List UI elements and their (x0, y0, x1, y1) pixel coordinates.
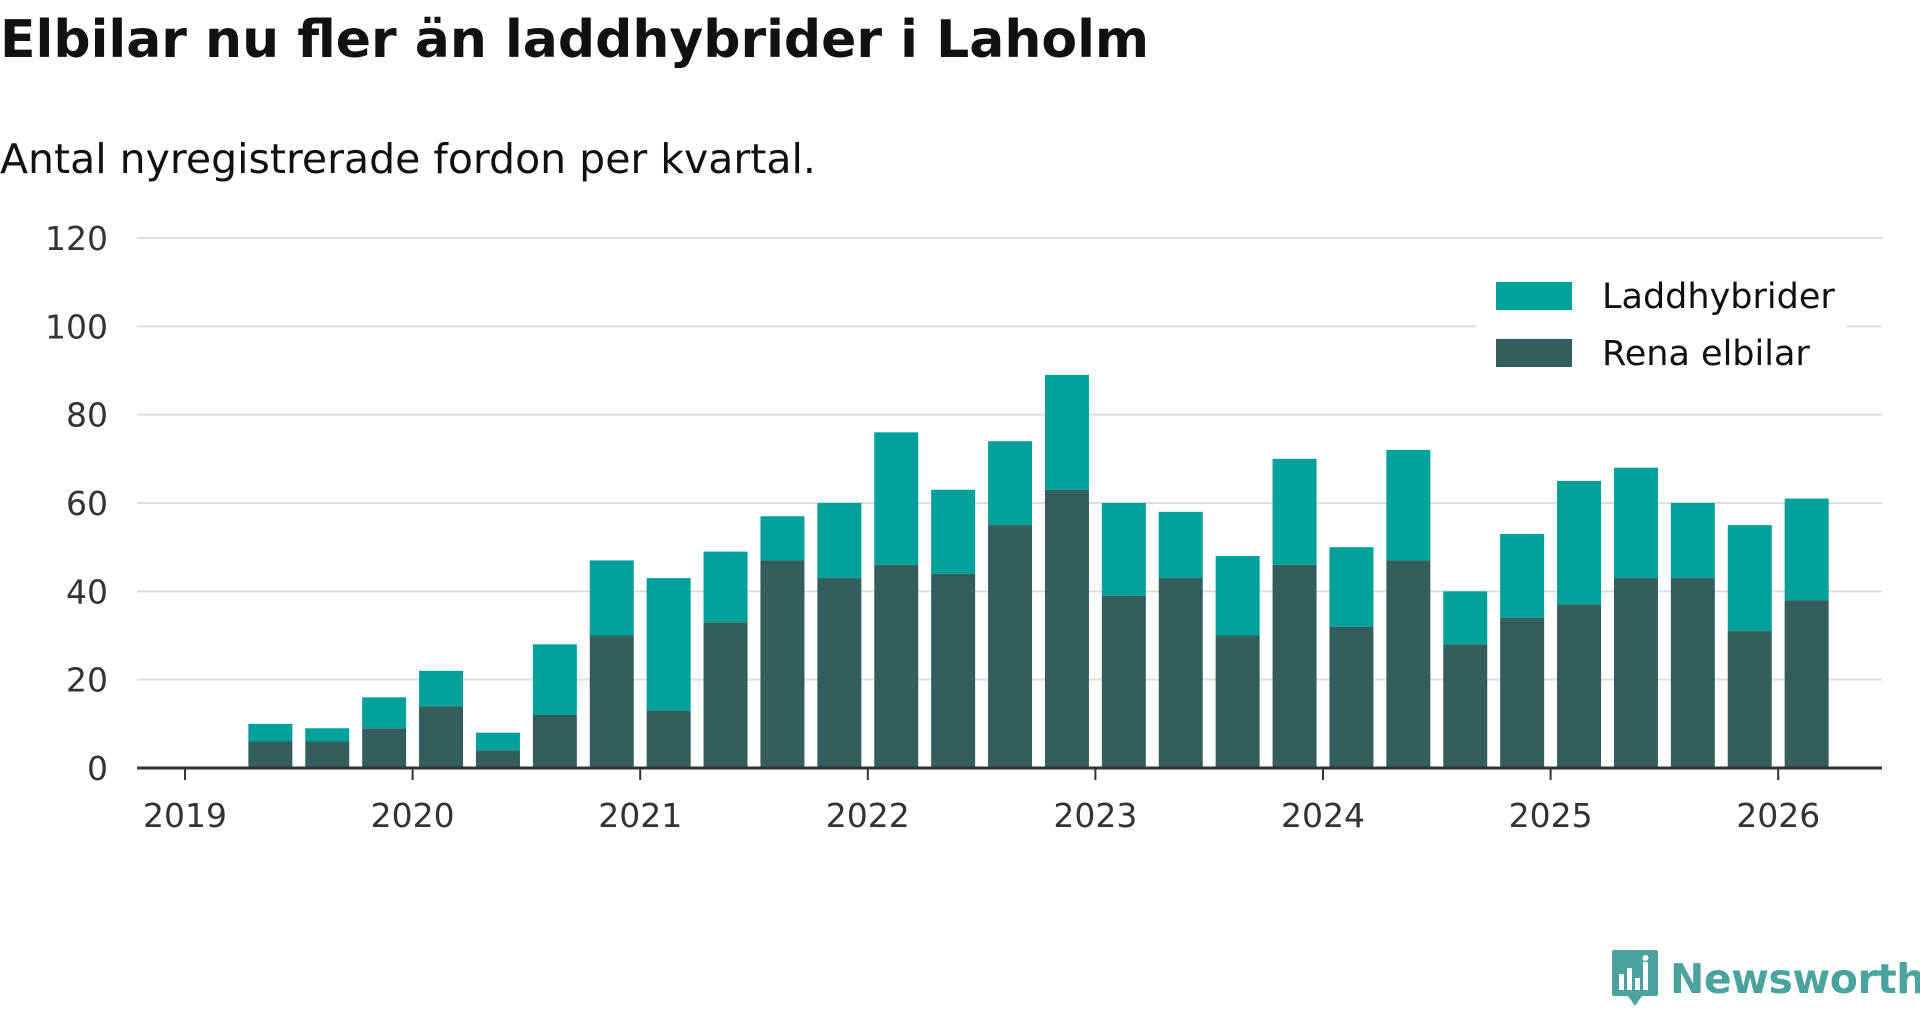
bar-laddhybrider (1670, 503, 1715, 579)
bar-laddhybrider (475, 732, 520, 751)
bar-rena-elbilar (1158, 578, 1203, 768)
y-tick-label: 60 (66, 484, 108, 523)
legend-swatch (1496, 282, 1572, 310)
legend-label: Rena elbilar (1602, 334, 1810, 374)
bar-laddhybrider (362, 697, 407, 729)
y-tick-label: 80 (66, 396, 108, 435)
x-tick-label: 2024 (1281, 796, 1365, 835)
bar-laddhybrider (1329, 547, 1374, 627)
bar-laddhybrider (305, 728, 350, 742)
legend-swatch (1496, 339, 1572, 367)
x-axis-ticks: 2019 2020 2021 2022 2023 2024 2025 2026 (143, 768, 1820, 835)
bar-laddhybrider (1784, 498, 1829, 601)
bars (248, 374, 1829, 768)
bar-laddhybrider (1215, 556, 1260, 636)
bar-rena-elbilar (305, 741, 350, 768)
bar-rena-elbilar (1613, 578, 1658, 768)
bar-rena-elbilar (1215, 635, 1260, 768)
x-tick-label: 2019 (143, 796, 227, 835)
bar-rena-elbilar (1101, 595, 1146, 768)
bar-rena-elbilar (1329, 626, 1374, 768)
x-tick-label: 2021 (598, 796, 682, 835)
x-tick-label: 2020 (371, 796, 455, 835)
x-tick-label: 2022 (826, 796, 910, 835)
x-tick-label: 2026 (1736, 796, 1820, 835)
bar-rena-elbilar (760, 560, 805, 768)
bar-laddhybrider (703, 551, 748, 623)
brand-logo: Newsworthy (1610, 948, 1920, 1010)
bar-rena-elbilar (1557, 604, 1602, 768)
chart-title: Elbilar nu fler än laddhybrider i Laholm (0, 10, 1150, 70)
y-tick-label: 20 (66, 661, 108, 700)
bar-laddhybrider (248, 723, 293, 742)
bar-laddhybrider (817, 503, 862, 579)
bar-laddhybrider (988, 441, 1033, 526)
newsworthy-logo-icon (1612, 950, 1658, 1006)
bar-rena-elbilar (589, 635, 634, 768)
y-axis-ticks: 0 20 40 60 80 100 120 (45, 219, 108, 788)
bar-laddhybrider (760, 516, 805, 561)
bar-laddhybrider (1044, 374, 1089, 490)
bar-rena-elbilar (703, 622, 748, 768)
y-tick-label: 120 (45, 219, 108, 258)
bar-rena-elbilar (1386, 560, 1431, 768)
bar-rena-elbilar (248, 741, 293, 768)
bar-rena-elbilar (1272, 564, 1317, 768)
bar-laddhybrider (646, 578, 691, 711)
y-tick-label: 100 (45, 307, 108, 346)
bar-laddhybrider (1727, 525, 1772, 632)
brand-name: Newsworthy (1670, 955, 1920, 1003)
bar-rena-elbilar (362, 728, 407, 768)
y-tick-label: 40 (66, 572, 108, 611)
bar-rena-elbilar (1443, 644, 1488, 768)
chart-subtitle: Antal nyregistrerade fordon per kvartal. (0, 135, 816, 183)
bar-laddhybrider (419, 670, 464, 707)
bar-laddhybrider (1158, 511, 1203, 579)
bar-rena-elbilar (1500, 617, 1545, 768)
bar-rena-elbilar (646, 710, 691, 768)
x-tick-label: 2025 (1509, 796, 1593, 835)
bar-laddhybrider (532, 644, 577, 715)
bar-rena-elbilar (817, 578, 862, 768)
bar-rena-elbilar (931, 573, 976, 768)
bar-laddhybrider (589, 560, 634, 636)
bar-rena-elbilar (532, 715, 577, 768)
y-tick-label: 0 (87, 749, 108, 788)
bar-laddhybrider (1613, 467, 1658, 579)
x-tick-label: 2023 (1053, 796, 1137, 835)
bar-rena-elbilar (1670, 578, 1715, 768)
bar-rena-elbilar (874, 564, 919, 768)
bar-rena-elbilar (1727, 631, 1772, 768)
bar-laddhybrider (1272, 458, 1317, 565)
bar-rena-elbilar (419, 706, 464, 768)
bar-laddhybrider (1101, 503, 1146, 596)
bar-laddhybrider (874, 432, 919, 565)
legend-label: Laddhybrider (1602, 277, 1835, 317)
bar-rena-elbilar (988, 525, 1033, 768)
bar-rena-elbilar (1044, 489, 1089, 768)
bar-laddhybrider (1443, 591, 1488, 645)
bar-laddhybrider (1386, 450, 1431, 561)
legend: Laddhybrider Rena elbilar (1476, 270, 1846, 380)
bar-laddhybrider (931, 489, 976, 574)
bar-rena-elbilar (1784, 600, 1829, 768)
bar-laddhybrider (1500, 533, 1545, 618)
bar-rena-elbilar (475, 750, 520, 768)
bar-laddhybrider (1557, 480, 1602, 605)
